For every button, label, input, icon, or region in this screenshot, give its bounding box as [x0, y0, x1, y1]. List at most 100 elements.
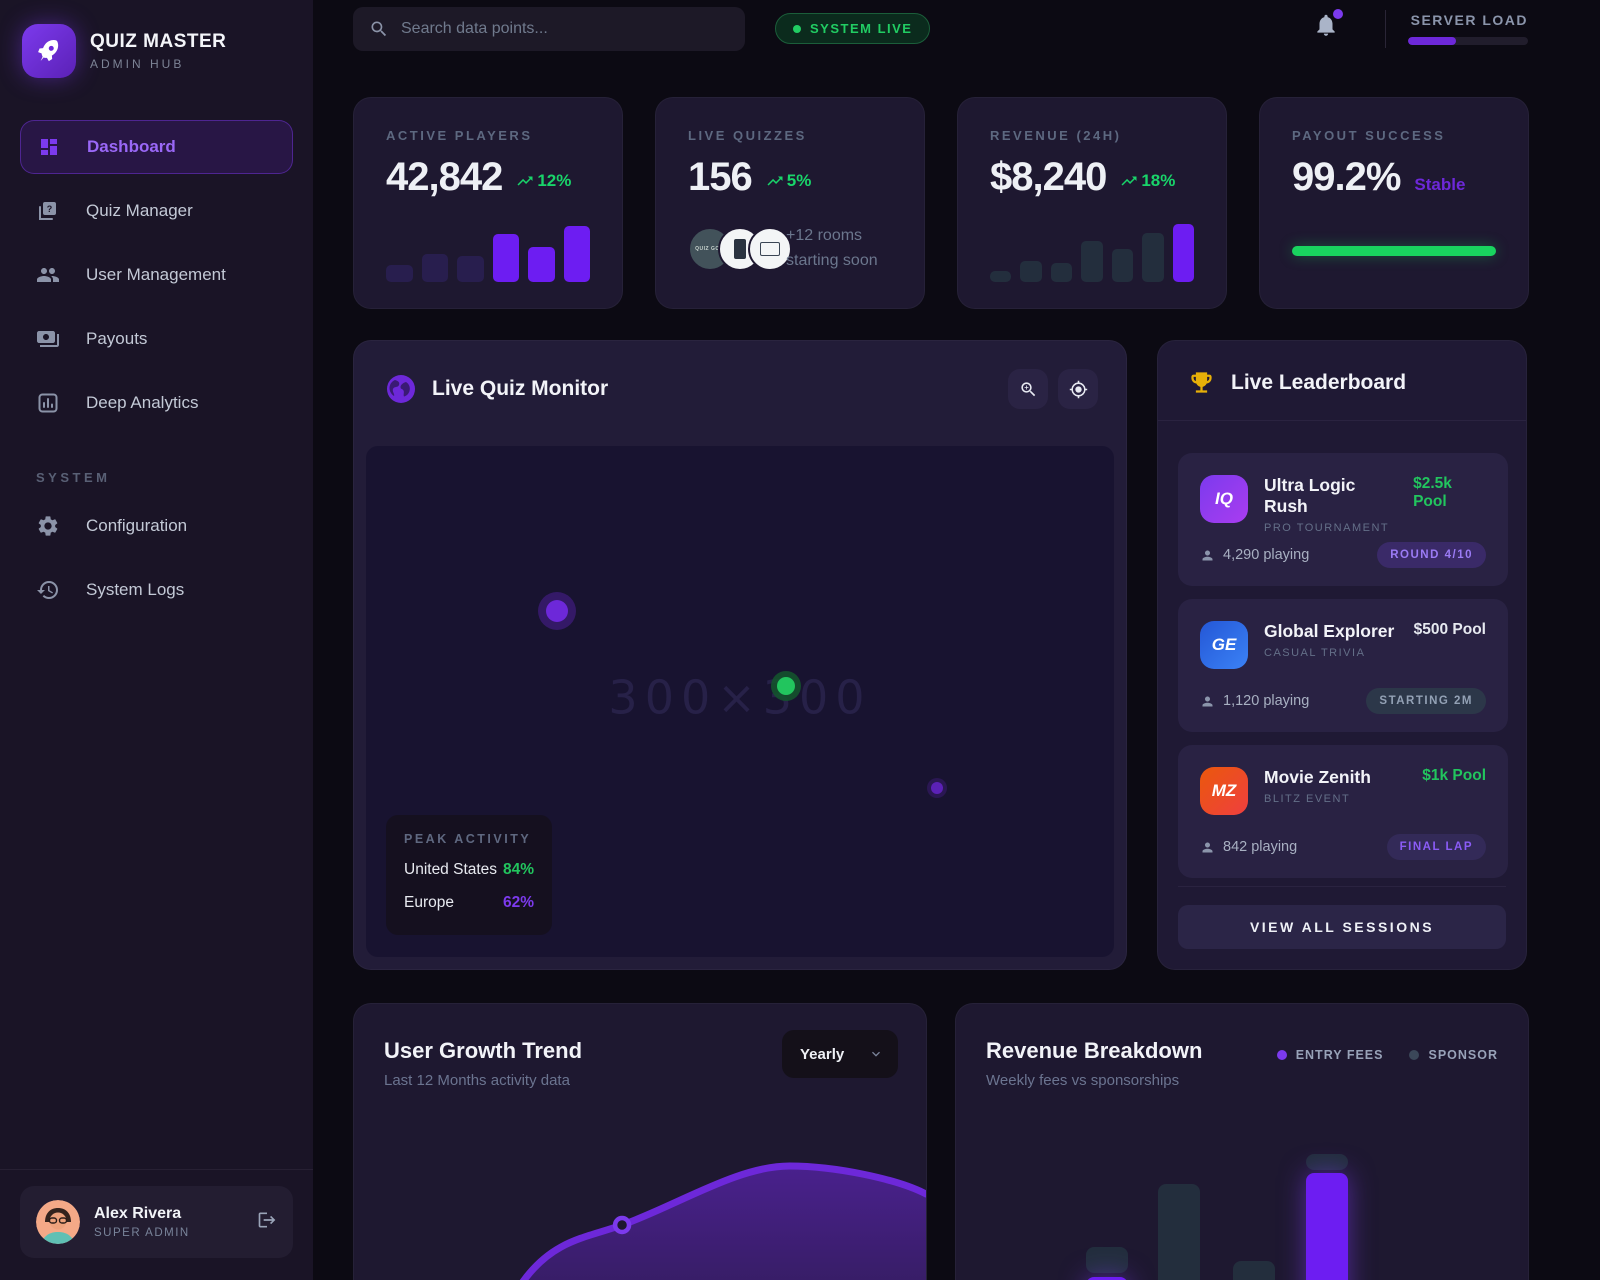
session-status-badge: ROUND 4/10: [1377, 542, 1486, 568]
stat-label: PAYOUT SUCCESS: [1292, 128, 1446, 143]
map-dots-layer: [366, 446, 1114, 957]
rooms-starting-note: QUIZ GO 2 +12 rooms starting soon: [688, 224, 896, 274]
peak-row-europe: Europe 62%: [404, 894, 534, 911]
session-players: 842 playing: [1200, 839, 1297, 855]
map-activity-dot[interactable]: [931, 782, 944, 795]
quiz-card-icon: ?: [39, 202, 56, 220]
sparkline-bar: [1111, 249, 1134, 282]
app-title: QUIZ MASTER: [90, 31, 227, 52]
trend-up-icon: [1121, 176, 1137, 186]
legend-dot: [1409, 1050, 1420, 1060]
search-box[interactable]: [353, 7, 745, 51]
session-name: Movie Zenith: [1264, 767, 1371, 787]
session-name: Ultra Logic Rush: [1264, 475, 1356, 516]
sidebar-item-configuration[interactable]: Configuration: [20, 499, 293, 553]
app-subtitle: ADMIN HUB: [90, 57, 185, 71]
notification-dot: [1333, 9, 1343, 19]
sidebar-item-payouts[interactable]: Payouts: [20, 312, 293, 366]
sparkline-bar: [386, 265, 413, 282]
session-pool: $500 Pool: [1413, 621, 1486, 638]
locate-button[interactable]: [1058, 369, 1098, 409]
sparkline-bar: [563, 226, 590, 282]
logout-icon[interactable]: [257, 1210, 277, 1235]
stat-label: ACTIVE PLAYERS: [386, 128, 533, 143]
session-category: PRO TOURNAMENT: [1264, 522, 1390, 534]
panel-title: Revenue Breakdown: [986, 1038, 1203, 1063]
search-input[interactable]: [401, 20, 729, 38]
sidebar-section-system: SYSTEM: [36, 470, 111, 485]
zoom-in-icon: [1020, 381, 1035, 396]
session-players: 1,120 playing: [1200, 693, 1309, 709]
sparkline-bar: [1142, 233, 1164, 282]
map-activity-dot[interactable]: [546, 599, 569, 622]
server-load-label: SERVER LOAD: [1410, 12, 1528, 28]
sidebar-item-label: Dashboard: [87, 137, 176, 156]
gear-icon: [38, 516, 58, 536]
dashboard-grid-icon: [41, 139, 57, 155]
sponsor-bar: [1306, 1154, 1348, 1170]
panel-title: Live Quiz Monitor: [432, 377, 609, 400]
stat-card-revenue: REVENUE (24H) $8,240 18%: [957, 97, 1227, 309]
rooms-note-text: +12 rooms starting soon: [786, 227, 878, 270]
sidebar-item-label: Quiz Manager: [86, 201, 193, 220]
user-name: Alex Rivera: [94, 1205, 182, 1222]
history-icon: [37, 581, 58, 599]
payout-success-bar: [1292, 246, 1496, 256]
growth-area-chart: [354, 1144, 926, 1280]
sidebar-item-deep-analytics[interactable]: Deep Analytics: [20, 376, 293, 430]
sparkline-bar: [457, 256, 484, 282]
sparkline-bar: [492, 234, 519, 282]
legend-sponsor: SPONSOR: [1409, 1048, 1498, 1062]
session-card-ultra-logic-rush[interactable]: IQ Ultra Logic Rush PRO TOURNAMENT $2.5k…: [1178, 453, 1508, 586]
notifications-button[interactable]: [1313, 9, 1343, 42]
session-category: CASUAL TRIVIA: [1264, 647, 1366, 659]
sidebar-item-dashboard[interactable]: Dashboard: [20, 120, 293, 174]
sponsor-bar: [1233, 1261, 1275, 1280]
session-players: 4,290 playing: [1200, 547, 1309, 563]
sidebar-item-user-management[interactable]: User Management: [20, 248, 293, 302]
stat-value: 42,842: [386, 155, 503, 199]
crosshair-icon: [1069, 380, 1087, 398]
session-status-badge: STARTING 2M: [1366, 688, 1486, 714]
server-load-fill: [1408, 37, 1456, 45]
zoom-in-button[interactable]: [1008, 369, 1048, 409]
stat-card-active-players: ACTIVE PLAYERS 42,842 12%: [353, 97, 623, 309]
revenue-breakdown-panel: Revenue Breakdown Weekly fees vs sponsor…: [955, 1003, 1529, 1280]
live-quiz-monitor-panel: Live Quiz Monitor 300×300 PEAK ACTIVITY …: [353, 340, 1127, 970]
person-icon: [1202, 550, 1213, 560]
system-live-label: SYSTEM LIVE: [810, 21, 913, 36]
sparkline-bar: [1020, 261, 1042, 282]
session-badge: IQ: [1200, 475, 1248, 523]
map-placeholder-text: 300×300: [608, 670, 872, 725]
panel-title: User Growth Trend: [384, 1038, 583, 1063]
chart-legend: ENTRY FEES SPONSOR: [1276, 1048, 1498, 1062]
system-live-badge: SYSTEM LIVE: [775, 13, 931, 44]
panel-subtitle: Last 12 Months activity data: [384, 1072, 570, 1089]
peak-value: 84%: [502, 861, 534, 878]
payout-status: Stable: [1414, 175, 1466, 194]
sidebar-item-label: System Logs: [86, 580, 185, 599]
sidebar-item-label: User Management: [86, 265, 226, 284]
stat-label: LIVE QUIZZES: [688, 128, 807, 143]
peak-activity-card: PEAK ACTIVITY United States 84% Europe 6…: [386, 815, 552, 935]
map-activity-dot[interactable]: [776, 677, 795, 696]
user-role: SUPER ADMIN: [94, 1227, 190, 1239]
period-select[interactable]: Yearly: [782, 1030, 898, 1078]
session-pool: $2.5k Pool: [1413, 475, 1452, 510]
sparkline-bar: [528, 247, 555, 282]
peak-value: 62%: [502, 894, 534, 911]
globe-icon: [387, 375, 415, 403]
revenue-bars-chart: [956, 1004, 1528, 1280]
sidebar-item-quiz-manager[interactable]: ? Quiz Manager: [20, 184, 293, 238]
view-all-sessions-button[interactable]: VIEW ALL SESSIONS: [1178, 905, 1506, 949]
session-card-global-explorer[interactable]: GE Global Explorer CASUAL TRIVIA $500 Po…: [1178, 599, 1508, 732]
stat-value: $8,240: [990, 155, 1107, 199]
stat-delta: 5%: [766, 171, 811, 191]
world-activity-map[interactable]: 300×300 PEAK ACTIVITY United States 84% …: [366, 446, 1114, 957]
session-status-badge: FINAL LAP: [1386, 834, 1486, 860]
user-card[interactable]: Alex Rivera SUPER ADMIN: [20, 1186, 293, 1258]
sponsor-bar: [1086, 1247, 1128, 1273]
session-card-movie-zenith[interactable]: MZ Movie Zenith BLITZ EVENT $1k Pool 842…: [1178, 745, 1508, 878]
sidebar-item-system-logs[interactable]: System Logs: [20, 563, 293, 617]
